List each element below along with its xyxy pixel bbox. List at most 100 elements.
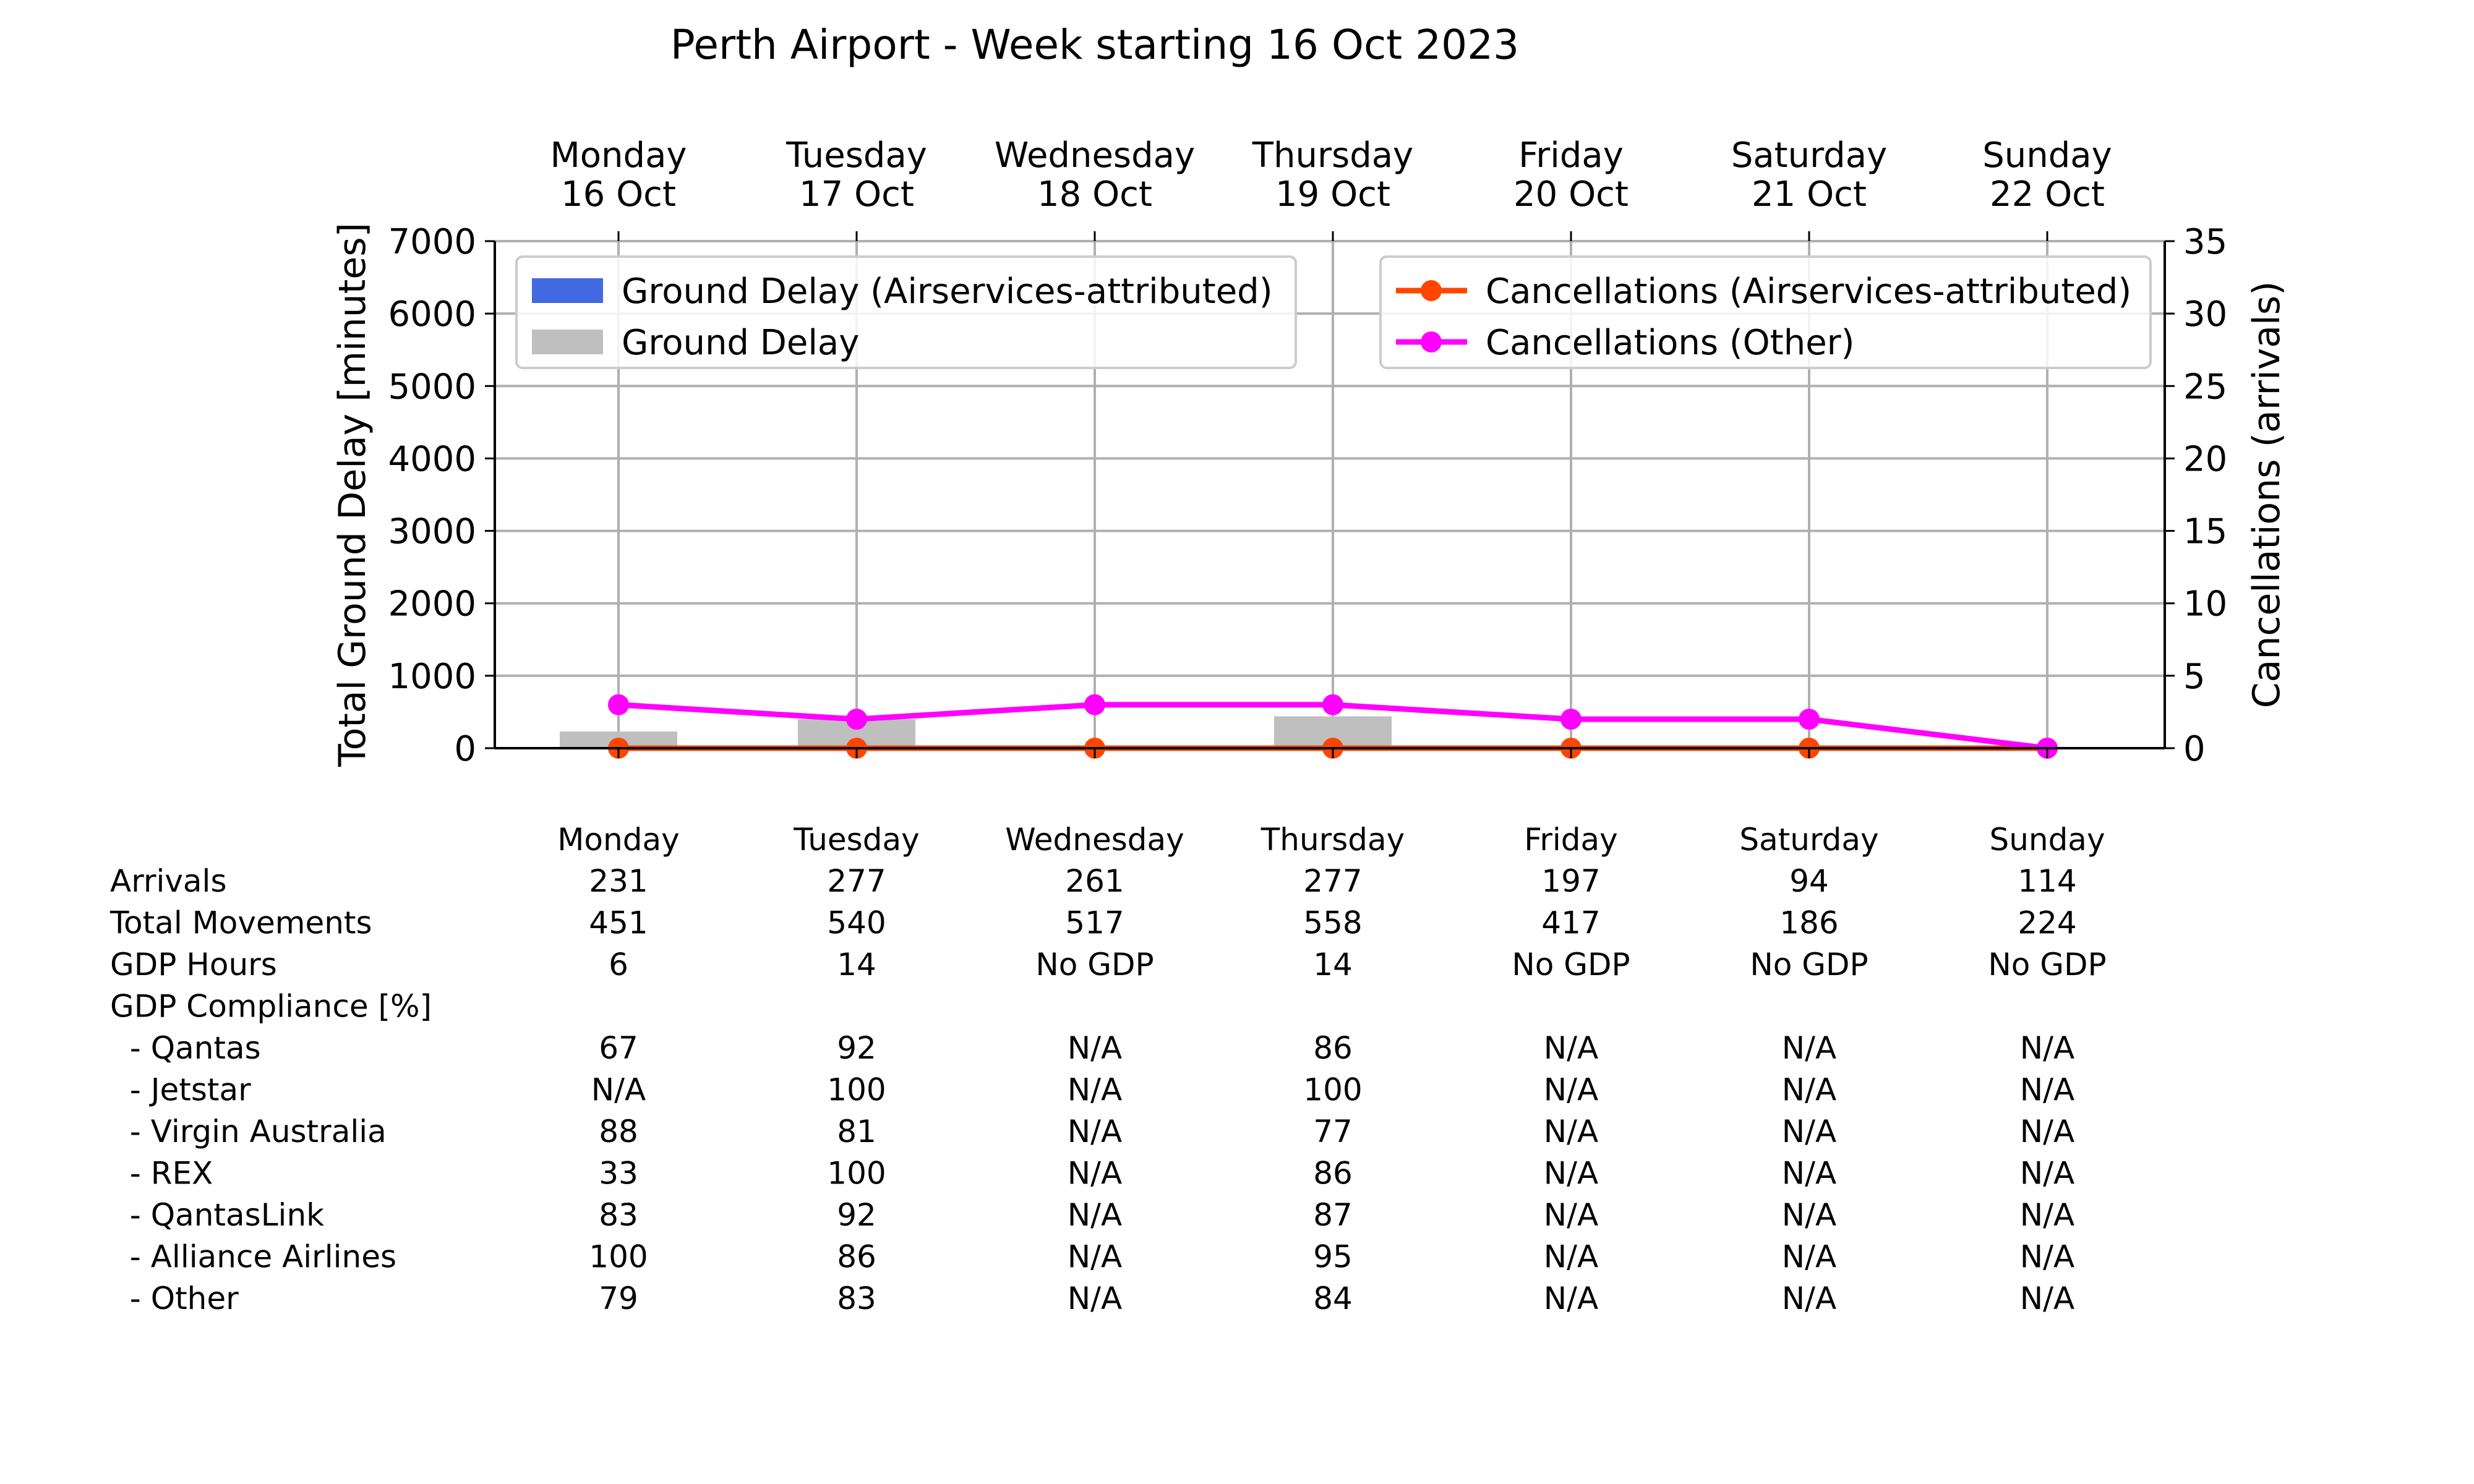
- left-y-axis-label: Total Ground Delay [minutes]: [331, 223, 374, 767]
- top-tick-label-day: Friday: [1518, 135, 1624, 176]
- table-cell: N/A: [1782, 1197, 1836, 1233]
- table-header-cell: Sunday: [1989, 822, 2105, 858]
- table-cell: 197: [1541, 863, 1600, 899]
- table-row-label: - Alliance Airlines: [110, 1239, 396, 1275]
- table-row-label: - Virgin Australia: [110, 1114, 387, 1149]
- table-row-label: - Other: [110, 1281, 239, 1316]
- table-row-label: - Qantas: [110, 1030, 261, 1066]
- table-cell: 451: [589, 905, 648, 941]
- left-tick-label: 6000: [388, 294, 476, 335]
- left-tick-label: 7000: [388, 222, 476, 262]
- right-tick-label: 5: [2183, 657, 2206, 697]
- top-tick-label-date: 16 Oct: [561, 174, 676, 215]
- table-cell: N/A: [1544, 1114, 1598, 1149]
- legend-label: Ground Delay (Airservices-attributed): [622, 271, 1273, 312]
- top-tick-label-day: Sunday: [1982, 135, 2112, 176]
- top-tick-label-day: Saturday: [1731, 135, 1887, 176]
- table-cell: 92: [837, 1030, 876, 1066]
- bar-layer: [560, 716, 1392, 748]
- line-point: [846, 709, 867, 730]
- line-point: [1560, 709, 1582, 730]
- table-row-label: GDP Hours: [110, 947, 277, 983]
- table-row-label: Total Movements: [109, 905, 372, 941]
- chart-title: Perth Airport - Week starting 16 Oct 202…: [670, 21, 1519, 69]
- table-cell: N/A: [1068, 1114, 1122, 1149]
- table-cell: N/A: [2020, 1239, 2074, 1275]
- right-tick-label: 10: [2183, 584, 2227, 625]
- legend-frame: [1379, 255, 2152, 369]
- table-cell: N/A: [1782, 1156, 1836, 1192]
- table-cell: N/A: [1544, 1281, 1598, 1316]
- legend-label: Cancellations (Other): [1486, 323, 1855, 363]
- table-cell: No GDP: [1512, 947, 1630, 983]
- table-cell: 83: [837, 1281, 876, 1316]
- table-row-label: - REX: [110, 1156, 213, 1192]
- table-row-label: GDP Compliance [%]: [110, 989, 432, 1025]
- table-cell: 417: [1541, 905, 1600, 941]
- left-tick-label: 2000: [388, 584, 476, 625]
- table-cell: N/A: [1544, 1030, 1598, 1066]
- table-cell: 261: [1065, 863, 1124, 899]
- top-tick-label-day: Tuesday: [785, 135, 927, 176]
- table-cell: 517: [1065, 905, 1124, 941]
- table-cell: 95: [1313, 1239, 1353, 1275]
- table-header-cell: Tuesday: [793, 822, 919, 858]
- table-cell: 77: [1313, 1114, 1353, 1149]
- right-tick-label: 35: [2183, 222, 2227, 262]
- line-point: [1322, 694, 1343, 715]
- table-cell: N/A: [1068, 1156, 1122, 1192]
- table-cell: 88: [599, 1114, 638, 1149]
- top-tick-label-day: Monday: [550, 135, 687, 176]
- top-tick-label-day: Thursday: [1252, 135, 1413, 176]
- table-cell: N/A: [1068, 1072, 1122, 1108]
- table-cell: N/A: [1782, 1030, 1836, 1066]
- table-cell: N/A: [1068, 1030, 1122, 1066]
- left-tick-label: 3000: [388, 512, 476, 552]
- table-header-cell: Wednesday: [1005, 822, 1184, 858]
- table-cell: N/A: [1782, 1281, 1836, 1316]
- table-cell: N/A: [1068, 1239, 1122, 1275]
- legend-ground-delay: Ground Delay (Airservices-attributed) Gro…: [515, 255, 1297, 369]
- table-cell: N/A: [2020, 1030, 2074, 1066]
- table-cell: 114: [2018, 863, 2076, 899]
- legend-swatch: [532, 278, 603, 303]
- table-cell: 87: [1313, 1197, 1353, 1233]
- table-cell: N/A: [1782, 1114, 1836, 1149]
- table-cell: 94: [1789, 863, 1829, 899]
- top-tick-label-date: 20 Oct: [1513, 174, 1629, 215]
- table-cell: N/A: [2020, 1156, 2074, 1192]
- tick-labels: 0 1000 2000 3000 4000 5000 6000 7000 0 5 10 15 20 25 3…: [388, 135, 2227, 769]
- legend-marker: [1421, 331, 1442, 352]
- table-cell: N/A: [1544, 1072, 1598, 1108]
- axes: [485, 231, 2175, 758]
- right-y-axis-label: Cancellations (arrivals): [2245, 281, 2288, 709]
- stats-table: Monday Tuesday Wednesday Thursday Friday Satu…: [109, 822, 2107, 1316]
- table-cell: 540: [827, 905, 886, 941]
- table-header-cell: Thursday: [1261, 822, 1405, 858]
- table-cell: N/A: [2020, 1072, 2074, 1108]
- table-cell: 224: [2018, 905, 2076, 941]
- table-cell: N/A: [1544, 1156, 1598, 1192]
- line-point: [1084, 694, 1105, 715]
- table-cell: 100: [1303, 1072, 1362, 1108]
- right-tick-label: 30: [2183, 294, 2227, 335]
- table-cell: 67: [599, 1030, 638, 1066]
- table-cell: No GDP: [1035, 947, 1154, 983]
- legend-frame: [515, 255, 1297, 369]
- table-cell: 86: [837, 1239, 876, 1275]
- line-point: [1799, 709, 1820, 730]
- table-cell: 81: [837, 1114, 876, 1149]
- table-cell: 100: [827, 1156, 886, 1192]
- table-cell: 79: [599, 1281, 638, 1316]
- table-cell: N/A: [1782, 1072, 1836, 1108]
- left-tick-label: 0: [454, 729, 476, 769]
- table-cell: 6: [609, 947, 628, 983]
- table-header-cell: Monday: [557, 822, 679, 858]
- line-point: [608, 694, 629, 715]
- table-cell: 84: [1313, 1281, 1353, 1316]
- legend-label: Cancellations (Airservices-attributed): [1486, 271, 2131, 312]
- legend-swatch: [532, 330, 603, 354]
- table-cell: 277: [1303, 863, 1362, 899]
- top-tick-label-date: 21 Oct: [1752, 174, 1867, 215]
